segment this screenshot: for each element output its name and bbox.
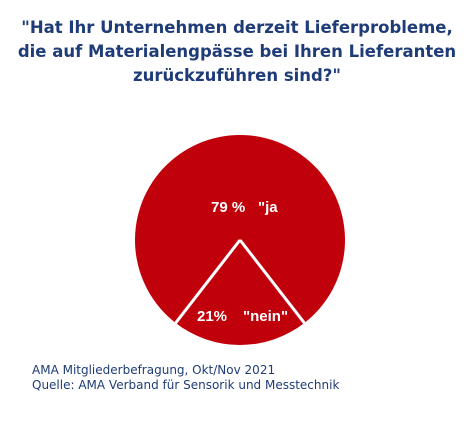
slice-ja-percent-label: 79 %	[211, 199, 245, 216]
survey-note: AMA Mitgliederbefragung, Okt/Nov 2021	[32, 363, 276, 377]
pie-slices	[135, 135, 346, 346]
chart-footer: AMA Mitgliederbefragung, Okt/Nov 2021 Qu…	[32, 363, 339, 393]
pie-labels: 79 % "ja 21% "nein"	[197, 199, 288, 325]
chart-title-line-1: "Hat Ihr Unternehmen derzeit Lieferprobl…	[21, 18, 453, 37]
chart-title-line-2: die auf Materialengpässe bei Ihren Liefe…	[17, 42, 457, 61]
slice-ja-label: "ja	[258, 199, 278, 216]
chart-title: "Hat Ihr Unternehmen derzeit Lieferprobl…	[0, 16, 474, 88]
source-note: Quelle: AMA Verband für Sensorik und Mes…	[32, 378, 340, 392]
chart-title-line-3: zurückzuführen sind?"	[132, 66, 342, 85]
slice-separator-2	[174, 239, 242, 324]
slice-separator-1	[238, 239, 306, 324]
slice-nein-percent-label: 21%	[197, 308, 227, 325]
slice-nein-label: "nein"	[243, 308, 288, 325]
pie-slice-ja	[135, 135, 346, 323]
pie-slice-nein	[175, 240, 305, 346]
